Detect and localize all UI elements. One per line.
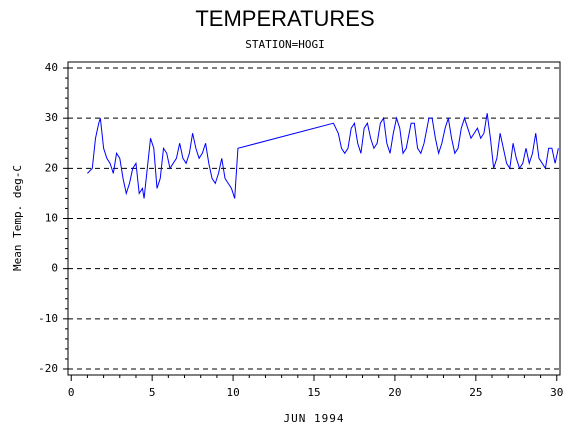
x-tick-label: 10 [226,386,239,399]
y-tick-label: 40 [45,61,58,74]
y-tick-label: -20 [38,362,58,375]
x-axis-label: JUN 1994 [284,412,345,425]
y-tick-label: 10 [45,212,58,225]
x-tick-label: 30 [550,386,563,399]
y-tick-label: -10 [38,312,58,325]
x-tick-label: 0 [68,386,75,399]
chart-title: TEMPERATURES [195,6,374,31]
y-tick-label: 30 [45,111,58,124]
chart-subtitle: STATION=HOGI [245,38,324,51]
x-tick-label: 25 [469,386,482,399]
x-tick-label: 15 [307,386,320,399]
y-tick-label: 20 [45,161,58,174]
y-tick-label: 0 [51,262,58,275]
data-line [87,113,559,199]
y-axis-label: Mean Temp. deg-C [11,165,24,271]
x-tick-label: 5 [149,386,156,399]
x-tick-label: 20 [388,386,401,399]
